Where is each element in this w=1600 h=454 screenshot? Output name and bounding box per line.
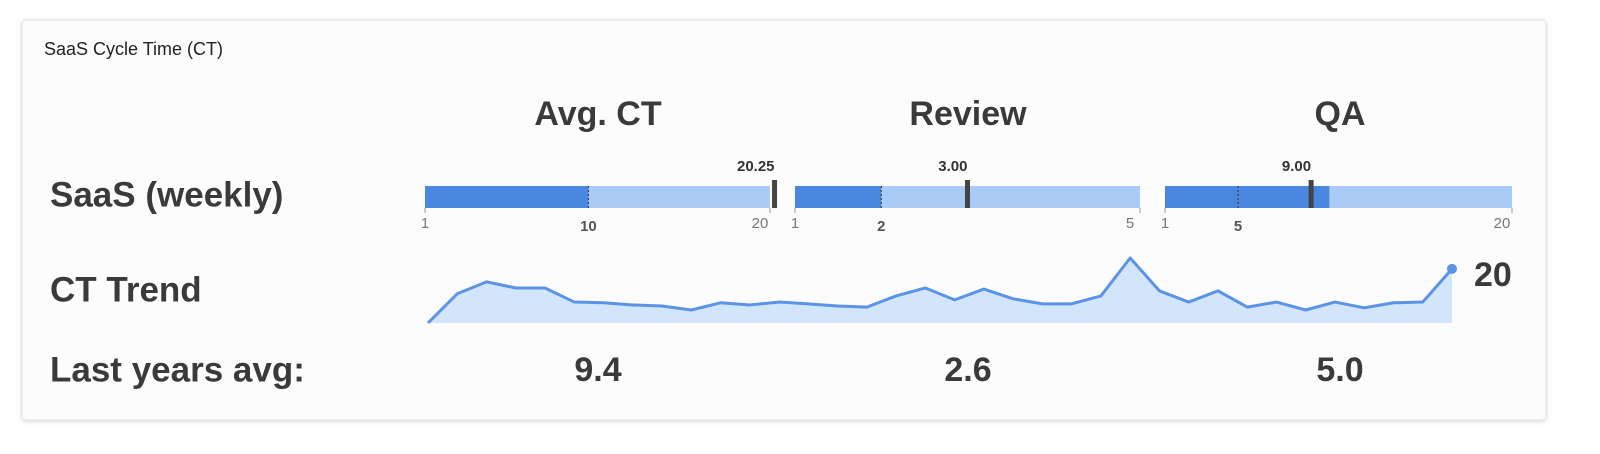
trend-area bbox=[428, 258, 1452, 323]
row-label: CT Trend bbox=[50, 270, 202, 309]
marker-label: 3.00 bbox=[938, 158, 967, 175]
last-years-avg: 5.0 bbox=[1316, 351, 1363, 389]
bullet-value bbox=[795, 186, 882, 208]
column-header: Review bbox=[909, 95, 1027, 133]
trend-last-label: 20 bbox=[1474, 256, 1512, 294]
tick-label: 1 bbox=[791, 215, 799, 232]
bullet-marker bbox=[965, 180, 970, 208]
marker-label: 9.00 bbox=[1282, 158, 1311, 175]
trend-last-point bbox=[1447, 263, 1457, 274]
column-header: Avg. CT bbox=[534, 95, 661, 133]
bullet-marker bbox=[772, 180, 778, 208]
column-header: QA bbox=[1315, 95, 1366, 133]
bullet-marker bbox=[1308, 180, 1314, 208]
bullet-value bbox=[1165, 186, 1330, 208]
row-label: Last years avg: bbox=[50, 350, 305, 389]
last-years-avg: 2.6 bbox=[944, 351, 991, 389]
row-label: SaaS (weekly) bbox=[50, 175, 283, 214]
widget-title: SaaS Cycle Time (CT) bbox=[44, 39, 223, 59]
target-label: 2 bbox=[877, 218, 885, 235]
bullet-value bbox=[425, 186, 589, 208]
tick-label: 20 bbox=[752, 215, 769, 232]
target-label: 10 bbox=[580, 218, 597, 235]
tick-label: 1 bbox=[1161, 215, 1169, 232]
tick-label: 20 bbox=[1494, 215, 1511, 232]
last-years-avg: 9.4 bbox=[574, 351, 621, 389]
target-label: 5 bbox=[1234, 218, 1242, 235]
trend-line bbox=[426, 256, 1454, 325]
tick-label: 1 bbox=[421, 215, 429, 232]
tick-label: 5 bbox=[1126, 215, 1134, 232]
marker-label: 20.25 bbox=[737, 158, 775, 175]
